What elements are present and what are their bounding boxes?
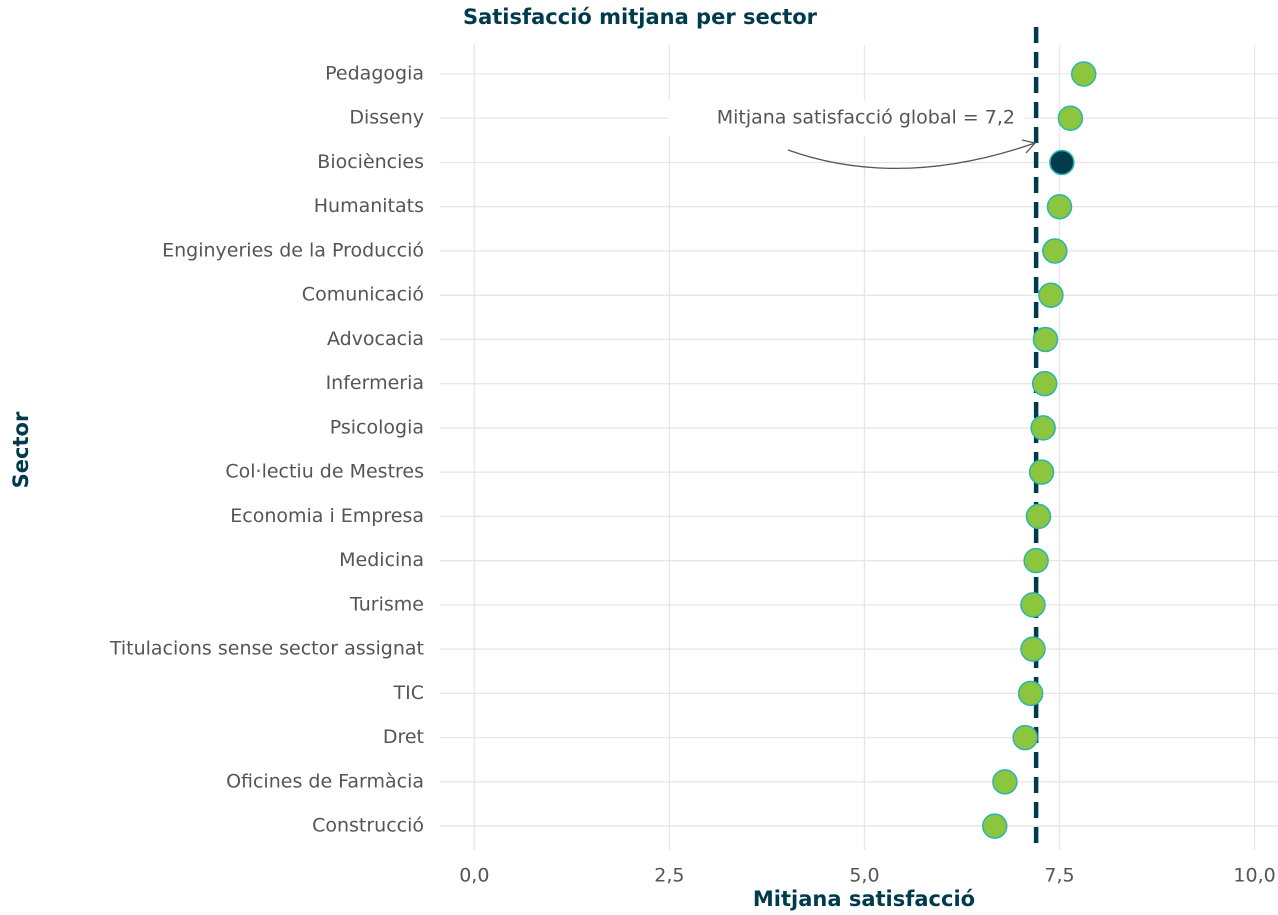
chart-title: Satisfacció mitjana per sector [463, 5, 818, 29]
dot [1042, 238, 1068, 264]
dot [1070, 61, 1097, 87]
y-tick-label: Dret [383, 726, 424, 748]
annotation-arrowhead [1021, 139, 1037, 154]
x-tick-label: 7,5 [1044, 865, 1074, 887]
x-tick-label: 0,0 [459, 865, 489, 887]
dot [1049, 149, 1075, 176]
annotation: Mitjana satisfacció global = 7,2 [717, 107, 1015, 129]
y-tick-label: Titulacions sense sector assignat [109, 638, 424, 660]
y-tick-label: Comunicació [302, 284, 424, 306]
dot [1020, 592, 1046, 618]
dot [1032, 326, 1059, 353]
y-tick-label: Enginyeries de la Producció [162, 239, 424, 261]
dot [1017, 680, 1044, 707]
dot [1028, 459, 1055, 485]
x-tick-label: 2,5 [654, 865, 684, 887]
y-axis-label: Sector [9, 411, 33, 488]
y-tick-label: Psicologia [330, 416, 424, 438]
y-tick-label: Biociències [317, 151, 424, 173]
annotation-box [668, 100, 1025, 136]
dot [1023, 547, 1049, 574]
dot [992, 769, 1018, 795]
dot [1025, 503, 1052, 530]
y-tick-label: Advocacia [327, 328, 424, 350]
dot [982, 813, 1008, 839]
y-tick-label: Humanitats [314, 195, 424, 217]
dot [1012, 724, 1038, 751]
x-axis-label: Mitjana satisfacció [753, 887, 975, 911]
grid [440, 45, 1278, 850]
x-tick-label: 10,0 [1233, 865, 1275, 887]
y-tick-label: Col·lectiu de Mestres [225, 461, 424, 483]
y-tick-label: Economia i Empresa [230, 505, 424, 527]
dot [1046, 193, 1073, 220]
dot [1038, 282, 1064, 308]
dot [1057, 105, 1084, 131]
y-tick-label: Construcció [312, 815, 424, 837]
dot [1030, 415, 1056, 441]
y-tick-label: Oficines de Farmàcia [226, 770, 424, 792]
dot [1031, 370, 1058, 397]
annotation-arrow [787, 142, 1036, 170]
y-tick-label: Turisme [349, 593, 424, 615]
y-tick-label: Infermeria [326, 372, 424, 394]
x-tick-label: 5,0 [849, 865, 879, 887]
y-tick-label: Disseny [349, 107, 424, 129]
y-tick-label: TIC [393, 682, 424, 704]
y-tick-label: Medicina [339, 549, 424, 571]
y-tick-label: Pedagogia [325, 63, 424, 85]
dot [1020, 636, 1046, 662]
